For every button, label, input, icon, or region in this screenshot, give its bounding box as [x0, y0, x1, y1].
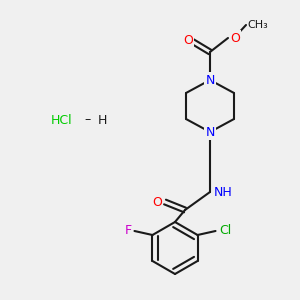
Text: O: O: [230, 32, 240, 44]
Text: Cl: Cl: [220, 224, 232, 238]
Text: H: H: [97, 113, 107, 127]
Text: N: N: [205, 125, 215, 139]
Text: HCl: HCl: [51, 113, 73, 127]
Text: NH: NH: [214, 185, 233, 199]
Text: O: O: [152, 196, 162, 208]
Text: O: O: [183, 34, 193, 46]
Text: CH₃: CH₃: [247, 20, 268, 30]
Text: –: –: [85, 113, 91, 127]
Text: F: F: [124, 224, 131, 238]
Text: N: N: [205, 74, 215, 86]
